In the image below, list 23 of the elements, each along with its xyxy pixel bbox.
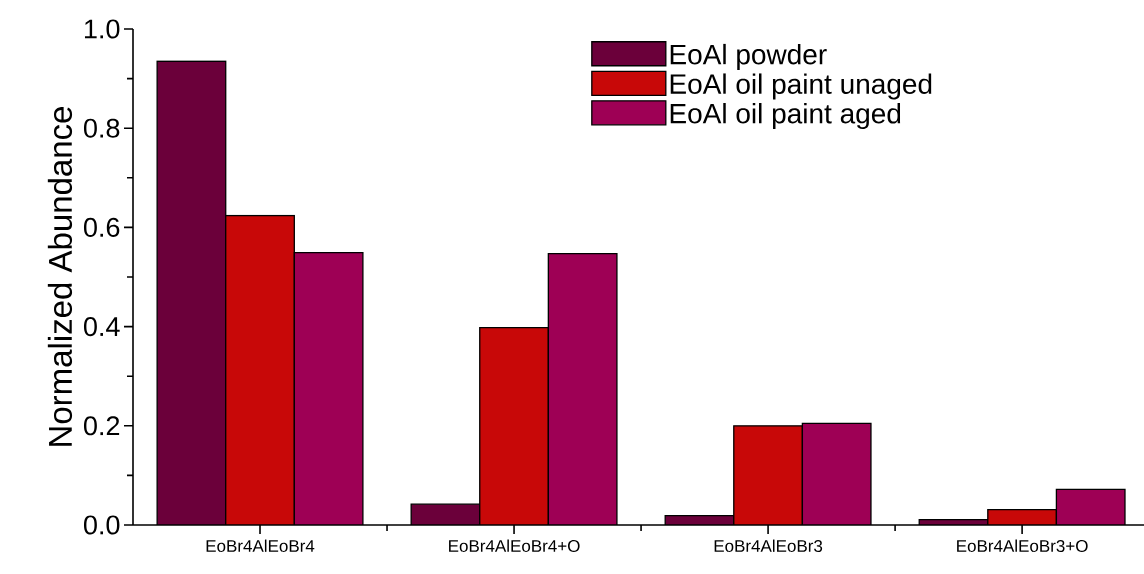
- y-tick-label: 1.0: [84, 19, 120, 39]
- legend-label: EoAl oil paint unaged: [670, 73, 932, 100]
- bar: [294, 252, 363, 525]
- y-tick-label: 0.2: [83, 416, 120, 436]
- x-tick-label: EoBr4AlEoBr3+O: [957, 539, 1088, 553]
- y-tick-label: 0.6: [83, 217, 120, 237]
- legend-label: EoAl oil paint aged: [670, 102, 901, 130]
- x-tick-label: EoBr4AlEoBr4+O: [449, 539, 580, 553]
- bar: [157, 61, 226, 525]
- y-tick-label: 0.0: [83, 515, 120, 535]
- y-axis-title: Normalized Abundance: [47, 107, 73, 446]
- legend-label: EoAl powder: [670, 43, 827, 70]
- y-tick-label: 0.4: [83, 317, 120, 337]
- bar: [802, 423, 871, 525]
- bar: [987, 508, 1058, 525]
- bar: [733, 425, 803, 525]
- bar: [1055, 488, 1126, 525]
- x-tick-label: EoBr4AlEoBr4: [206, 539, 315, 553]
- y-tick-label: 0.8: [83, 118, 120, 138]
- bar: [548, 253, 617, 525]
- bar: [225, 215, 295, 525]
- bar: [479, 327, 549, 525]
- x-tick-label: EoBr4AlEoBr3: [714, 539, 823, 553]
